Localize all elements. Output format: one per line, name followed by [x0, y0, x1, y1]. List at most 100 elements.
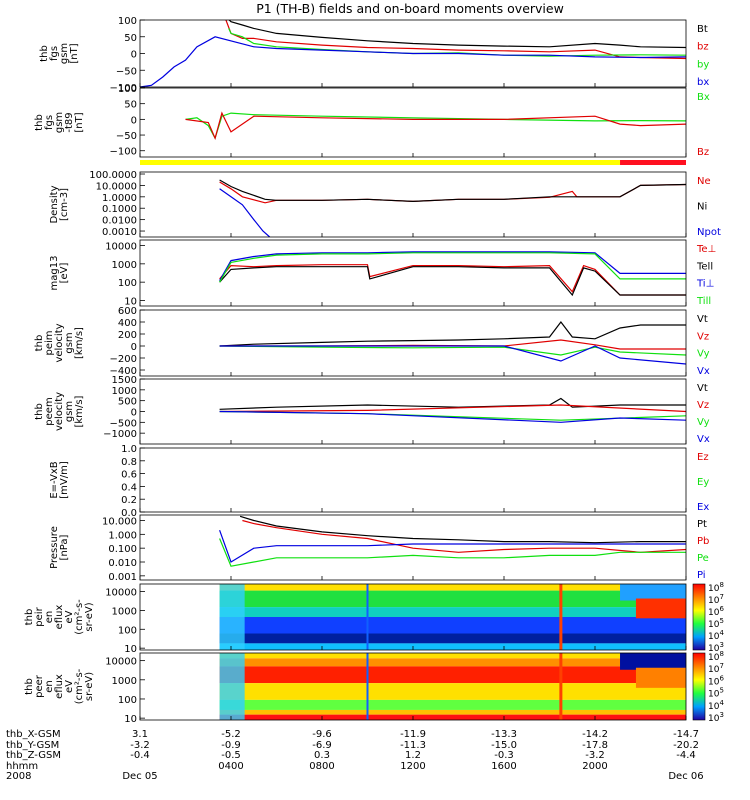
legend-Vx: Vx	[697, 434, 710, 445]
y-tick-label: 0.6	[121, 470, 137, 481]
series-Vx	[219, 410, 686, 423]
legend-Ey: Ey	[697, 477, 709, 488]
y-tick-label: 100	[118, 695, 137, 706]
series-Pe	[219, 538, 686, 567]
axis-value: -20.2	[673, 740, 699, 751]
spectrogram-late-mid	[635, 598, 686, 619]
colorbar-exponent: 7	[719, 593, 723, 601]
legend-bz: bz	[697, 42, 709, 53]
panel-frame	[139, 309, 687, 377]
y-axis-label: [mV/m]	[59, 461, 70, 499]
colorbar-exponent: 5	[719, 687, 723, 695]
y-tick-label: 0	[131, 342, 137, 353]
colorbar-exponent: 8	[719, 650, 723, 658]
y-axis-label: [km/s]	[74, 327, 85, 359]
y-tick-label: 0.100	[108, 544, 137, 555]
y-tick-label: −50	[116, 131, 137, 142]
series-Pi	[219, 529, 686, 563]
y-axis-label: thb	[24, 609, 35, 626]
y-tick-label: 100	[118, 16, 137, 27]
mode-bar-red	[620, 160, 686, 165]
y-axis-label: peir	[34, 606, 45, 626]
y-axis-label: [nT]	[69, 43, 80, 63]
series-group-peem-velocity	[219, 397, 686, 423]
axis-row-label: thb_Z-GSM	[6, 750, 61, 761]
colorbar-exponent: 6	[719, 674, 724, 682]
colorbar-exponent: 4	[719, 699, 724, 707]
series-Vz	[219, 404, 686, 413]
axis-value: 1.2	[405, 750, 421, 761]
axis-value: -6.9	[312, 740, 332, 751]
y-axis-label: velocity	[54, 392, 65, 431]
y-axis-label: sr-eV)	[84, 672, 95, 701]
spectrogram-late-top	[620, 653, 686, 670]
y-axis-label: -t89	[64, 112, 75, 132]
y-tick-label: 10.0000	[96, 181, 137, 192]
y-axis-label: [nPa]	[59, 534, 70, 560]
spectrogram-late-mid	[635, 667, 686, 688]
y-tick-label: −100	[110, 83, 137, 94]
y-tick-label: 10	[124, 644, 137, 655]
y-tick-label: 0	[131, 115, 137, 126]
y-axis-label: [eV]	[59, 263, 70, 284]
y-tick-label: 1.0000	[102, 193, 137, 204]
axis-value: -3.2	[130, 740, 150, 751]
y-axis-label: mag13	[49, 256, 60, 291]
colorbar	[692, 583, 706, 651]
spectrogram-late-top	[620, 584, 686, 601]
y-tick-label: 0.0010	[102, 227, 137, 238]
y-axis-label: thb	[39, 45, 50, 62]
y-tick-label: 1500	[112, 375, 137, 386]
axis-value: 2000	[582, 761, 607, 772]
legend-Vt: Vt	[697, 383, 708, 394]
axis-value: -11.3	[400, 740, 426, 751]
y-tick-label: 100	[118, 625, 137, 636]
legend-Bt: Bt	[697, 24, 708, 35]
legend-Pt: Pt	[697, 519, 707, 530]
legend-Ex: Ex	[697, 502, 709, 513]
y-axis-label: [km/s]	[74, 395, 85, 427]
legend-Ne: Ne	[697, 176, 711, 187]
y-axis-label: Pressure	[49, 526, 60, 569]
axis-value: -13.3	[491, 729, 517, 740]
y-axis-label: (cm²-s-	[74, 599, 85, 635]
series-Ni	[219, 179, 686, 203]
axis-value: 0.3	[314, 750, 330, 761]
y-tick-label: 0.0	[121, 508, 137, 519]
legend-Pe: Pe	[697, 553, 709, 564]
series-Bx	[185, 112, 686, 140]
spectrogram-band	[219, 643, 686, 650]
axis-value: -14.7	[673, 729, 699, 740]
y-tick-label: 0.0100	[102, 216, 137, 227]
panel-frame	[139, 239, 687, 307]
colorbar-exponent: 3	[719, 641, 723, 649]
axis-value: -0.3	[494, 750, 514, 761]
panel-temperature: Te⊥ Tell Ti⊥ Till 10000 1000 100 10 mag13 [eV]	[49, 239, 716, 307]
legend-Npot: Npot	[697, 227, 721, 238]
y-tick-label: 0.4	[121, 482, 137, 493]
panel-fgs: Bt bz by bx 100 50 0 −50 −100 thb fgs gsm [nT]	[39, 16, 709, 94]
colorbar-label: 106	[708, 674, 724, 687]
spectrogram-band	[219, 633, 686, 644]
y-tick-label: 1000	[112, 606, 137, 617]
series-Bz	[185, 111, 686, 141]
series-Te⊥	[219, 264, 686, 296]
legend-Vz: Vz	[697, 331, 709, 342]
y-tick-label: 0.010	[108, 558, 137, 569]
axis-value: -0.4	[130, 750, 150, 761]
y-axis-label: [cm-3]	[59, 188, 70, 221]
y-tick-label: −1000	[103, 429, 137, 440]
colorbar-label: 107	[708, 662, 724, 675]
series-Ti⊥	[219, 251, 686, 281]
y-axis-label: eV	[64, 680, 75, 693]
series-Vy	[219, 345, 686, 356]
axis-value: -0.5	[221, 750, 241, 761]
legend-Vy: Vy	[697, 417, 710, 428]
y-tick-label: 10000	[105, 242, 137, 253]
y-tick-label: 1000	[112, 386, 137, 397]
y-tick-label: 400	[118, 318, 137, 329]
colorbar-exponent: 4	[719, 629, 724, 637]
